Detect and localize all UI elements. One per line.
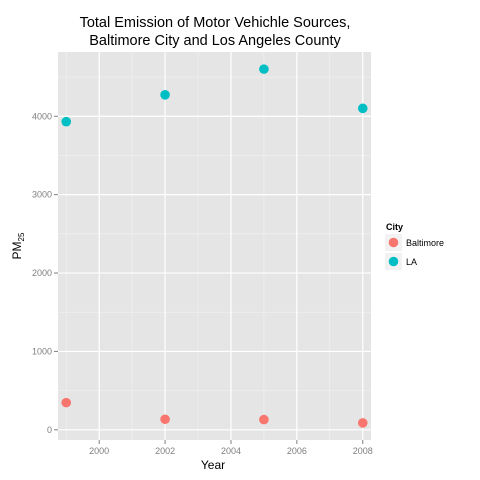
y-axis-label-base: PM bbox=[10, 241, 24, 259]
chart-title-line-2: Baltimore City and Los Angeles County bbox=[89, 33, 341, 49]
x-tick-label: 2008 bbox=[353, 446, 373, 456]
y-tick-label: 2000 bbox=[32, 268, 52, 278]
y-tick-label: 3000 bbox=[32, 190, 52, 200]
data-points bbox=[61, 64, 368, 428]
data-point-la bbox=[259, 64, 269, 74]
data-point-baltimore bbox=[160, 414, 170, 425]
y-tick-label: 4000 bbox=[32, 111, 52, 121]
y-tick-label: 0 bbox=[47, 425, 52, 435]
legend-title: City bbox=[386, 222, 403, 232]
data-point-la bbox=[357, 103, 368, 114]
legend-label-baltimore: Baltimore bbox=[406, 238, 444, 248]
legend: City Baltimore LA bbox=[385, 222, 444, 270]
x-tick-label: 2004 bbox=[221, 446, 241, 456]
legend-key-la bbox=[388, 256, 399, 267]
y-tick-label: 1000 bbox=[32, 346, 52, 356]
y-axis-label: PM25 bbox=[10, 232, 26, 259]
data-point-la bbox=[61, 116, 72, 127]
axis-ticks: 2000 2002 2004 2006 2008 0 1000 2000 3000 4000 bbox=[32, 111, 373, 456]
data-point-baltimore bbox=[259, 414, 269, 425]
data-point-baltimore bbox=[357, 418, 368, 428]
x-tick-label: 2002 bbox=[155, 446, 175, 456]
x-tick-label: 2000 bbox=[89, 446, 109, 456]
legend-key-baltimore bbox=[388, 237, 399, 248]
data-point-la bbox=[160, 89, 170, 100]
y-axis-label-subscript: 25 bbox=[17, 232, 26, 241]
x-axis-label: Year bbox=[201, 458, 225, 472]
legend-label-la: LA bbox=[406, 257, 417, 267]
plot-panel bbox=[58, 52, 371, 440]
x-tick-label: 2006 bbox=[287, 446, 307, 456]
data-point-baltimore bbox=[61, 397, 72, 408]
chart-title-line-1: Total Emission of Motor Vehichle Sources… bbox=[80, 15, 351, 31]
major-gridlines bbox=[58, 52, 371, 440]
